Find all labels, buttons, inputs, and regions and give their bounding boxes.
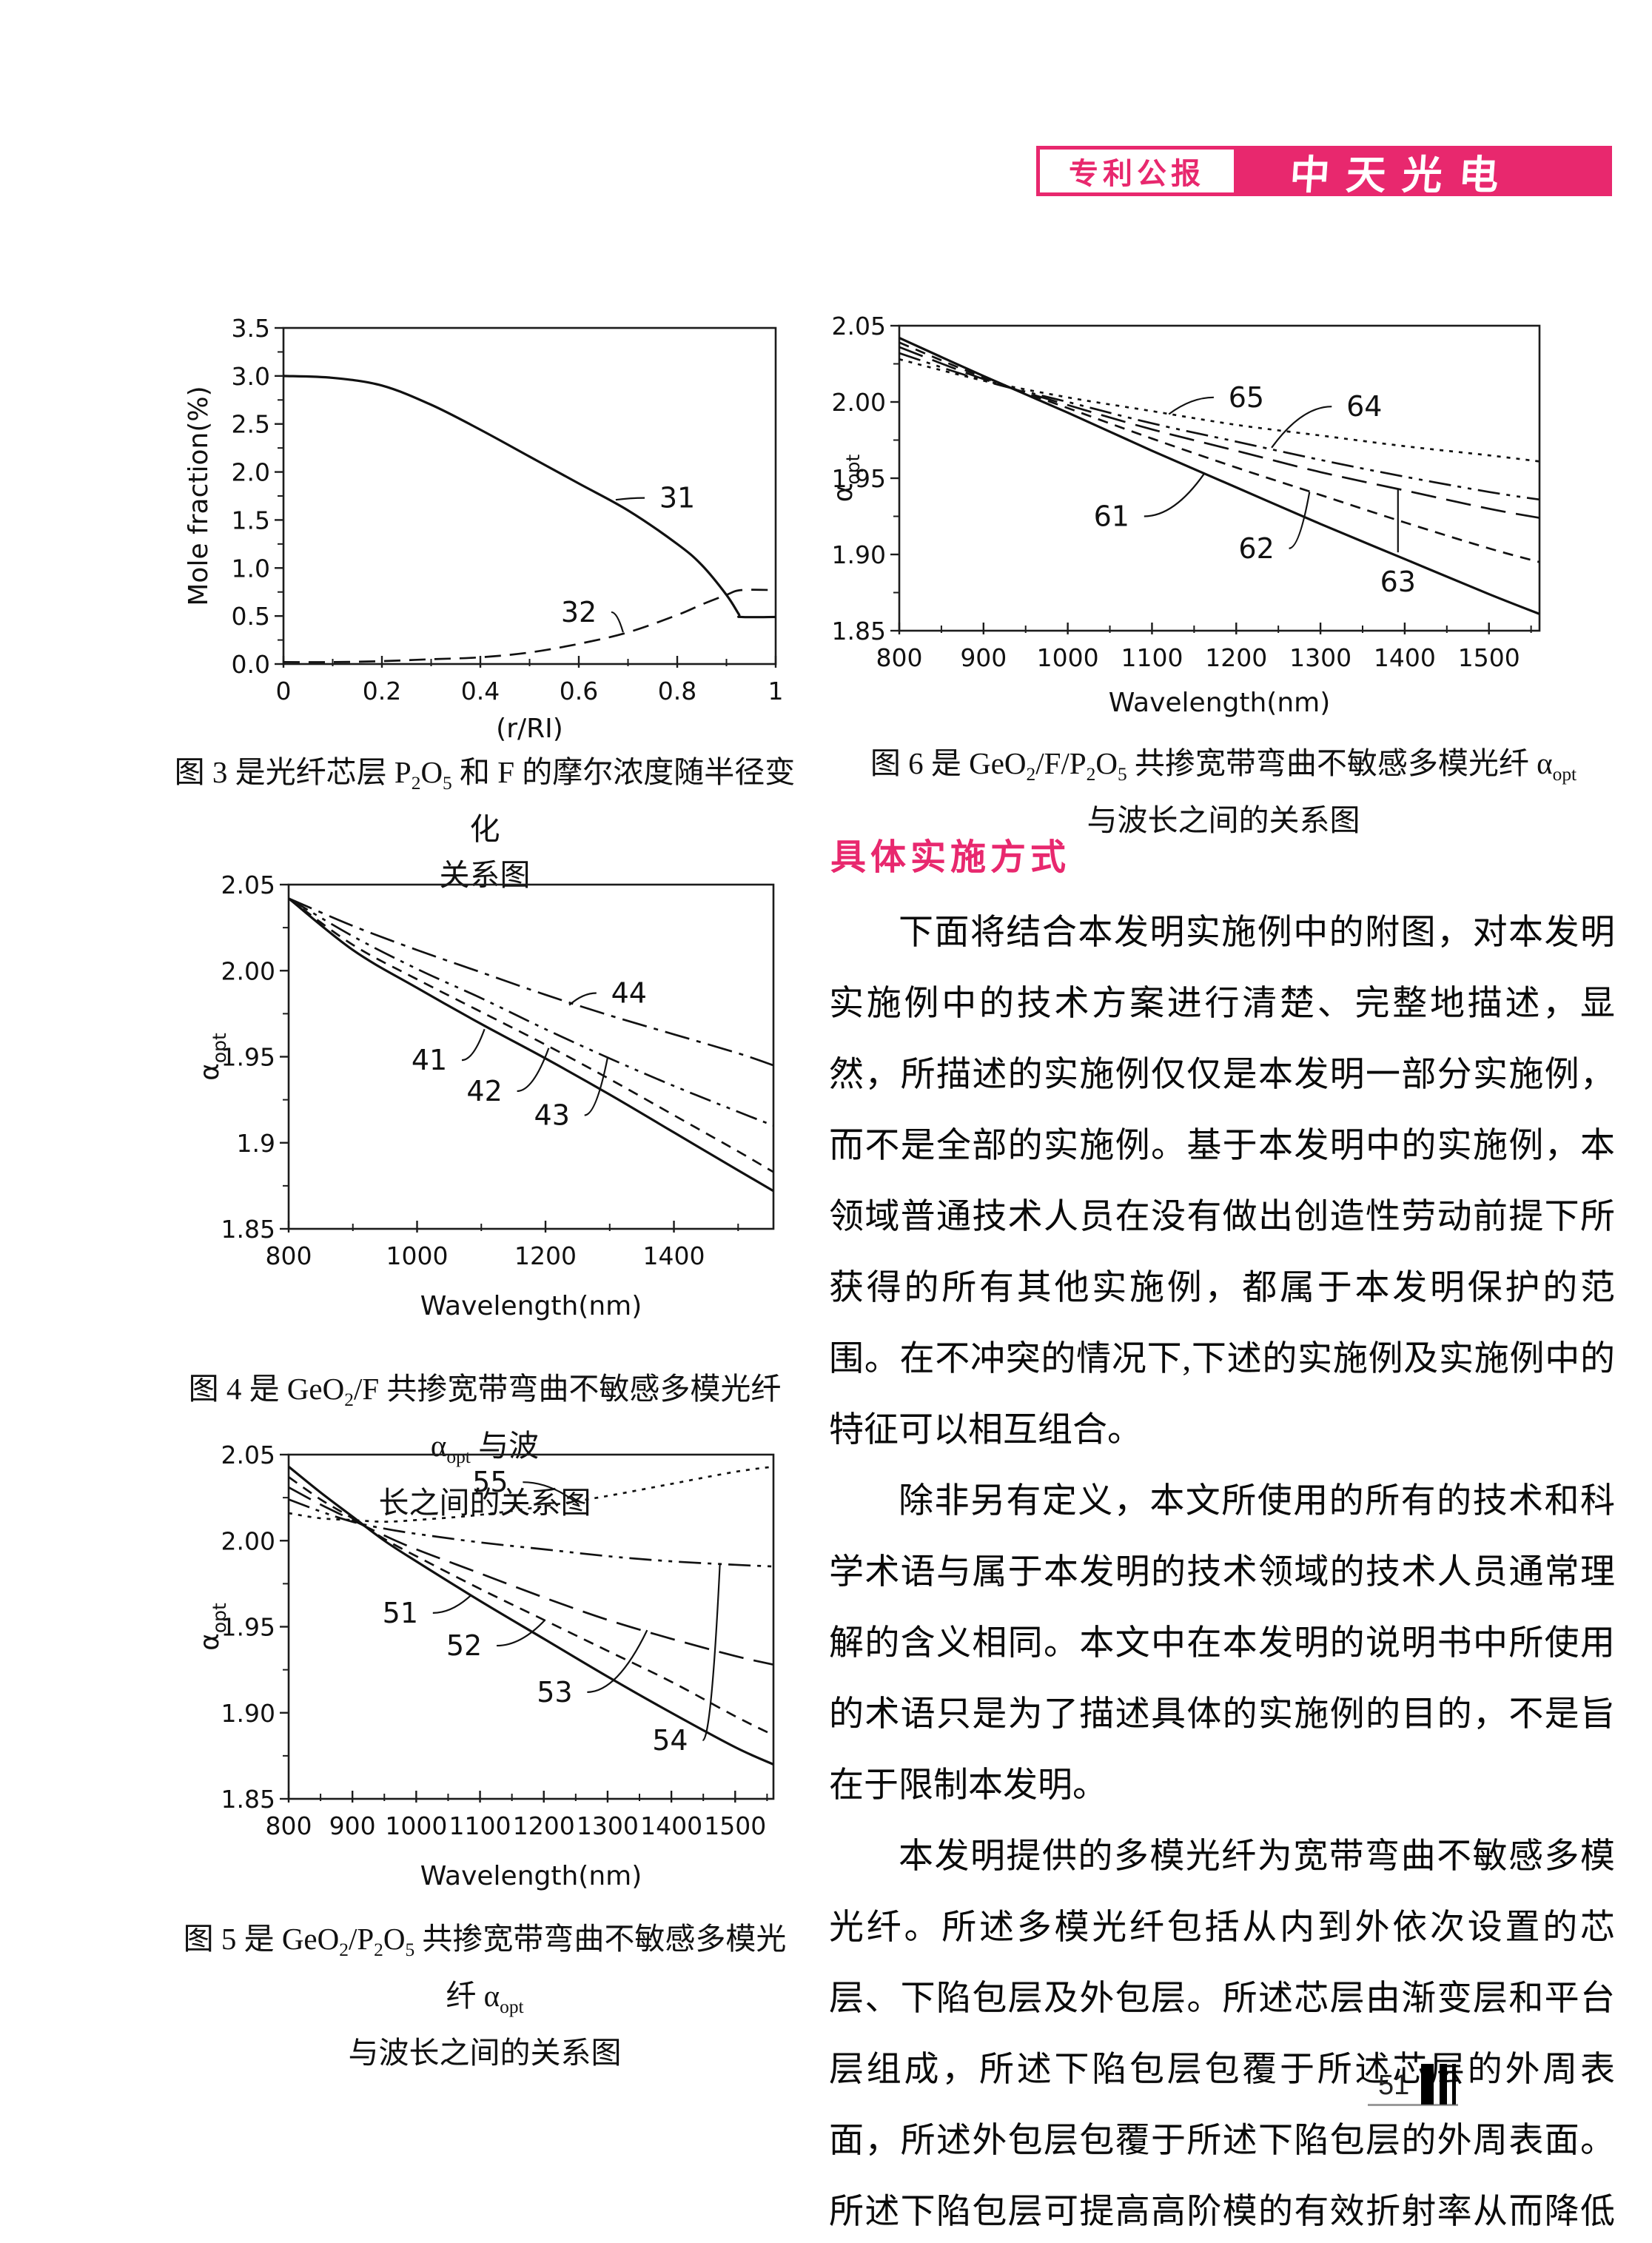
svg-text:1000: 1000 bbox=[385, 1811, 447, 1840]
barcode-bar bbox=[1452, 2064, 1456, 2105]
svg-text:1.0: 1.0 bbox=[232, 554, 270, 583]
fig4-alpha-opt-chart: 800 1000 1200 1400 1.85 1.9 1.95 2.00 2.05 44 41 42… bbox=[195, 871, 775, 1321]
svg-text:44: 44 bbox=[611, 976, 647, 1009]
svg-text:1100: 1100 bbox=[449, 1811, 511, 1840]
svg-text:1.95: 1.95 bbox=[221, 1613, 275, 1642]
barcode-bar bbox=[1440, 2064, 1447, 2105]
svg-text:0: 0 bbox=[276, 677, 292, 705]
svg-text:2.05: 2.05 bbox=[833, 312, 886, 341]
paragraph: 除非另有定义，本文所使用的所有的技术和科学术语与属于本发明的技术领域的技术人员通… bbox=[829, 1482, 1615, 1805]
svg-text:51: 51 bbox=[383, 1597, 418, 1629]
fig6-alpha-opt-chart: 800 900 1000 1100 1200 1300 1400 1500 1.85 1.90 1.… bbox=[833, 312, 1541, 718]
svg-text:1.5: 1.5 bbox=[232, 506, 270, 534]
svg-text:1.85: 1.85 bbox=[221, 1785, 275, 1814]
gazette-label: 专利公报 bbox=[1069, 158, 1205, 190]
svg-text:0.6: 0.6 bbox=[560, 677, 598, 705]
svg-text:55: 55 bbox=[472, 1466, 508, 1498]
svg-text:1200: 1200 bbox=[513, 1811, 575, 1840]
svg-text:1400: 1400 bbox=[640, 1811, 702, 1840]
svg-text:63: 63 bbox=[1380, 566, 1416, 598]
fig4-caption: 图 4 是 GeO2/F 共掺宽带弯曲不敏感多模光纤 αopt 与波 长之间的关系… bbox=[188, 1372, 782, 1521]
fig5-alpha-opt-chart: 800 900 1000 1100 1200 1300 1400 1500 1.85 1.90 1.… bbox=[195, 1441, 775, 1891]
svg-text:800: 800 bbox=[266, 1241, 312, 1270]
gazette-badge: 专利公报 bbox=[1036, 146, 1238, 196]
svg-text:1300: 1300 bbox=[577, 1811, 639, 1840]
section-heading: 具体实施方式 bbox=[830, 838, 1071, 877]
svg-text:3.5: 3.5 bbox=[232, 314, 270, 343]
svg-text:1.85: 1.85 bbox=[833, 617, 886, 646]
svg-text:900: 900 bbox=[960, 643, 1007, 672]
svg-text:Mole fraction(%): Mole fraction(%) bbox=[184, 386, 214, 606]
svg-text:2.00: 2.00 bbox=[833, 388, 886, 417]
svg-text:1: 1 bbox=[768, 677, 784, 705]
fig3-mole-fraction-chart: 0 0.2 0.4 0.6 0.8 1 0.0 0.5 1.0 1.5 2.0 2.5 3.0 3.5 31… bbox=[184, 314, 784, 744]
footer-barcode bbox=[1421, 2064, 1465, 2105]
svg-text:2.0: 2.0 bbox=[232, 458, 270, 487]
svg-text:1400: 1400 bbox=[643, 1241, 705, 1270]
svg-text:64: 64 bbox=[1346, 390, 1382, 423]
description-text: 下面将结合本发明实施例中的附图，对本发明实施例中的技术方案进行清楚、完整地描述，… bbox=[829, 897, 1615, 2243]
svg-text:1.95: 1.95 bbox=[833, 464, 886, 493]
paragraph: 本发明提供的多模光纤为宽带弯曲不敏感多模光纤。所述多模光纤包括从内到外依次设置的… bbox=[829, 1837, 1615, 2231]
svg-text:41: 41 bbox=[412, 1044, 447, 1076]
svg-text:800: 800 bbox=[266, 1811, 312, 1840]
svg-text:1.95: 1.95 bbox=[221, 1043, 275, 1072]
svg-text:3.0: 3.0 bbox=[232, 362, 270, 391]
fig3-caption: 图 3 是光纤芯层 P2O5 和 F 的摩尔浓度随半径变化 关系图 bbox=[174, 755, 796, 893]
brand-logo-text: 中天光电 bbox=[1288, 152, 1517, 198]
svg-text:0.8: 0.8 bbox=[658, 677, 696, 705]
svg-text:31: 31 bbox=[659, 482, 695, 514]
svg-text:1300: 1300 bbox=[1289, 643, 1352, 672]
fig5-caption: 图 5 是 GeO2/P2O5 共掺宽带弯曲不敏感多模光纤 αopt 与波长之间的… bbox=[183, 1922, 787, 2071]
svg-text:Wavelength(nm): Wavelength(nm) bbox=[420, 1291, 642, 1321]
svg-text:800: 800 bbox=[876, 643, 923, 672]
svg-text:Wavelength(nm): Wavelength(nm) bbox=[420, 1861, 642, 1891]
svg-text:2.05: 2.05 bbox=[221, 1441, 275, 1469]
svg-text:52: 52 bbox=[446, 1629, 482, 1662]
svg-text:αopt: αopt bbox=[195, 1033, 230, 1081]
svg-text:(r/RI): (r/RI) bbox=[496, 714, 563, 744]
svg-text:42: 42 bbox=[466, 1075, 502, 1107]
svg-text:53: 53 bbox=[537, 1676, 572, 1709]
svg-text:1100: 1100 bbox=[1121, 643, 1183, 672]
svg-text:0.2: 0.2 bbox=[363, 677, 401, 705]
svg-text:32: 32 bbox=[561, 596, 597, 628]
svg-text:0.5: 0.5 bbox=[232, 602, 270, 631]
svg-text:1500: 1500 bbox=[1458, 643, 1520, 672]
svg-text:1400: 1400 bbox=[1374, 643, 1436, 672]
svg-text:2.00: 2.00 bbox=[221, 1526, 275, 1555]
svg-text:1.90: 1.90 bbox=[221, 1699, 275, 1728]
svg-text:1.9: 1.9 bbox=[237, 1129, 275, 1158]
svg-text:1.90: 1.90 bbox=[833, 540, 886, 569]
svg-text:2.00: 2.00 bbox=[221, 956, 275, 985]
barcode-bar bbox=[1421, 2064, 1434, 2105]
svg-text:1200: 1200 bbox=[514, 1241, 577, 1270]
svg-text:65: 65 bbox=[1229, 381, 1264, 414]
svg-text:0.4: 0.4 bbox=[461, 677, 500, 705]
svg-text:54: 54 bbox=[652, 1724, 688, 1757]
paragraph: 下面将结合本发明实施例中的附图，对本发明实施例中的技术方案进行清楚、完整地描述，… bbox=[829, 913, 1615, 1449]
svg-text:2.5: 2.5 bbox=[232, 410, 270, 439]
svg-text:1.85: 1.85 bbox=[221, 1215, 275, 1244]
svg-text:Wavelength(nm): Wavelength(nm) bbox=[1109, 688, 1331, 718]
svg-text:62: 62 bbox=[1238, 532, 1274, 565]
svg-text:43: 43 bbox=[534, 1099, 570, 1132]
svg-text:1500: 1500 bbox=[704, 1811, 766, 1840]
svg-text:αopt: αopt bbox=[195, 1603, 230, 1651]
svg-text:1000: 1000 bbox=[386, 1241, 449, 1270]
page-number: 51 bbox=[1378, 2070, 1410, 2101]
brand-banner: 中天光电 bbox=[1238, 146, 1612, 198]
svg-text:2.05: 2.05 bbox=[221, 871, 275, 899]
svg-text:1000: 1000 bbox=[1037, 643, 1099, 672]
svg-text:1200: 1200 bbox=[1205, 643, 1267, 672]
footer-rule bbox=[1368, 2104, 1458, 2106]
svg-text:61: 61 bbox=[1094, 500, 1129, 533]
svg-text:900: 900 bbox=[329, 1811, 376, 1840]
svg-text:0.0: 0.0 bbox=[232, 650, 270, 679]
fig6-caption: 图 6 是 GeO2/F/P2O5 共掺宽带弯曲不敏感多模光纤 αopt 与波长之… bbox=[870, 746, 1577, 838]
